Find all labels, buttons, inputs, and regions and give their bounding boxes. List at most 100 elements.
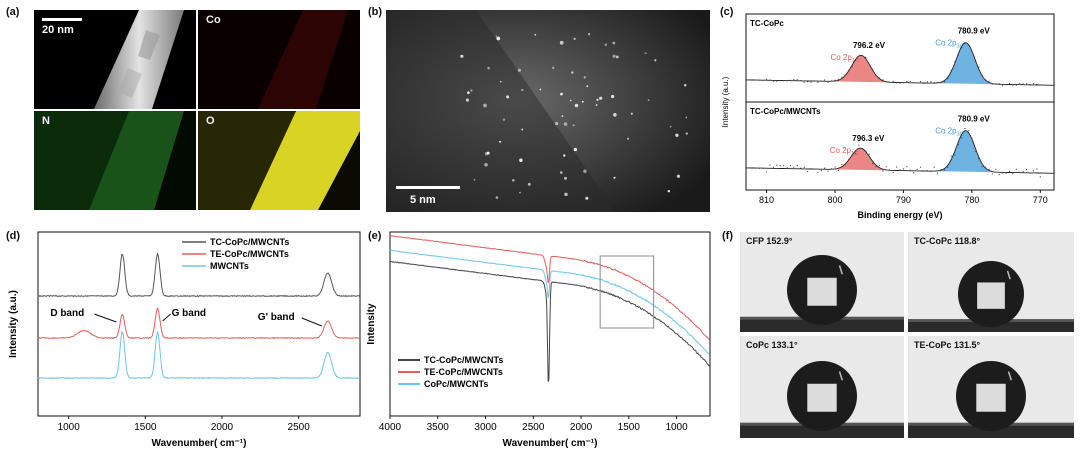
- xps-raw-point: [854, 59, 857, 62]
- raman-annotation-d: D band: [50, 308, 84, 319]
- n-map-label: N: [42, 115, 50, 127]
- xps-raw-point: [957, 54, 959, 56]
- xps-raw-point: [875, 166, 877, 168]
- xps-raw-point: [899, 82, 901, 84]
- xps-raw-point: [824, 167, 826, 169]
- xps-raw-point: [844, 74, 846, 76]
- substrate: [740, 424, 904, 438]
- xps-raw-point: [998, 174, 1000, 176]
- xps-raw-point: [786, 80, 788, 82]
- xps-raw-point: [769, 79, 771, 81]
- xps-raw-point: [1008, 82, 1011, 84]
- xps-raw-point: [820, 170, 822, 172]
- xps-raw-point: [933, 81, 935, 84]
- droplet-reflection: [977, 282, 1005, 309]
- atom-dot: [595, 104, 598, 106]
- xps-envelope: [746, 130, 1054, 174]
- droplet-image-copc: [740, 336, 904, 438]
- atom-dot: [596, 98, 599, 101]
- atom-dot: [683, 83, 687, 87]
- xps-raw-point: [909, 169, 911, 171]
- xps-raw-point: [1026, 83, 1028, 85]
- atom-dot: [559, 40, 564, 45]
- xps-x-tick-label: 790: [896, 195, 911, 205]
- atom-dot: [612, 54, 616, 58]
- atom-dot: [572, 124, 575, 127]
- ftir-x-tick-label: 3500: [427, 422, 450, 433]
- atom-dot: [604, 43, 608, 46]
- xps-raw-point: [892, 80, 894, 83]
- eds-mapping-grid: 20 nm Co N O: [34, 10, 360, 210]
- xps-raw-point: [964, 43, 966, 45]
- haadf-image: [94, 10, 184, 109]
- atom-dot: [574, 103, 579, 108]
- xps-raw-point: [772, 80, 774, 82]
- xps-raw-point: [913, 172, 915, 174]
- xps-raw-point: [974, 60, 976, 62]
- xps-raw-point: [882, 170, 884, 172]
- needle-glint: [1007, 371, 1013, 381]
- xps-raw-point: [933, 166, 935, 168]
- atom-dot: [495, 196, 499, 199]
- xps-raw-point: [854, 153, 857, 155]
- n-map-tile: N: [34, 111, 196, 210]
- xps-raw-point: [1039, 176, 1041, 178]
- atom-dot: [555, 122, 559, 126]
- xps-raw-point: [950, 69, 952, 71]
- xps-raw-point: [919, 80, 922, 83]
- xps-raw-point: [937, 172, 939, 174]
- ftir-series-line: [389, 261, 710, 382]
- atom-dot: [517, 68, 522, 72]
- xps-raw-point: [940, 82, 942, 84]
- xps-raw-point: [868, 63, 870, 65]
- atom-dot: [615, 55, 619, 59]
- xps-raw-point: [926, 81, 928, 83]
- atom-dot: [586, 85, 589, 88]
- xps-y-label: Intensity (a.u.): [721, 76, 730, 127]
- droplet-reflection: [976, 383, 1006, 412]
- xps-raw-point: [889, 81, 891, 83]
- xps-raw-point: [981, 166, 983, 168]
- xps-raw-point: [872, 68, 874, 70]
- ftir-x-tick-label: 1500: [618, 422, 641, 433]
- xps-raw-point: [834, 166, 836, 168]
- xps-raw-point: [1036, 83, 1038, 85]
- xps-peak-fill: [826, 55, 896, 83]
- xps-raw-point: [813, 168, 815, 170]
- o-map-tile: O: [198, 111, 360, 210]
- atom-dot: [460, 54, 464, 58]
- xps-raw-point: [882, 79, 884, 81]
- atom-dot: [561, 115, 564, 117]
- raman-x-tick-label: 2000: [211, 422, 234, 433]
- xps-raw-point: [796, 165, 798, 167]
- raman-x-label: Wavenumber( cm⁻¹): [152, 438, 247, 449]
- contact-angle-photo-copc: CoPc 133.1°: [740, 336, 904, 438]
- xps-raw-point: [1039, 84, 1041, 86]
- xps-raw-point: [831, 168, 833, 170]
- xps-raw-point: [923, 170, 925, 172]
- atom-dot: [499, 140, 502, 143]
- xps-raw-point: [865, 56, 867, 59]
- single-atom-dots: [460, 32, 688, 200]
- xps-raw-point: [995, 168, 997, 170]
- xps-raw-point: [837, 169, 839, 172]
- xps-raw-point: [930, 81, 932, 83]
- atom-dot: [470, 89, 473, 92]
- ftir-x-tick-label: 4000: [379, 422, 402, 433]
- atom-dot: [685, 116, 688, 119]
- xps-raw-point: [1019, 82, 1021, 84]
- atom-dot: [527, 182, 531, 186]
- substrate: [908, 424, 1074, 438]
- xps-raw-point: [769, 164, 771, 166]
- atom-dot: [583, 76, 586, 79]
- atom-dot: [499, 80, 502, 83]
- stem-image-tile: 5 nm: [386, 10, 710, 212]
- xps-raw-point: [899, 169, 901, 171]
- atom-dot: [495, 35, 498, 38]
- xps-raw-point: [776, 164, 778, 166]
- ftir-y-label: Intensity: [366, 303, 377, 345]
- panel-b-label: (b): [368, 6, 383, 18]
- droplet-scene: [908, 232, 1074, 332]
- atom-dot: [676, 174, 681, 178]
- xps-raw-point: [896, 82, 898, 84]
